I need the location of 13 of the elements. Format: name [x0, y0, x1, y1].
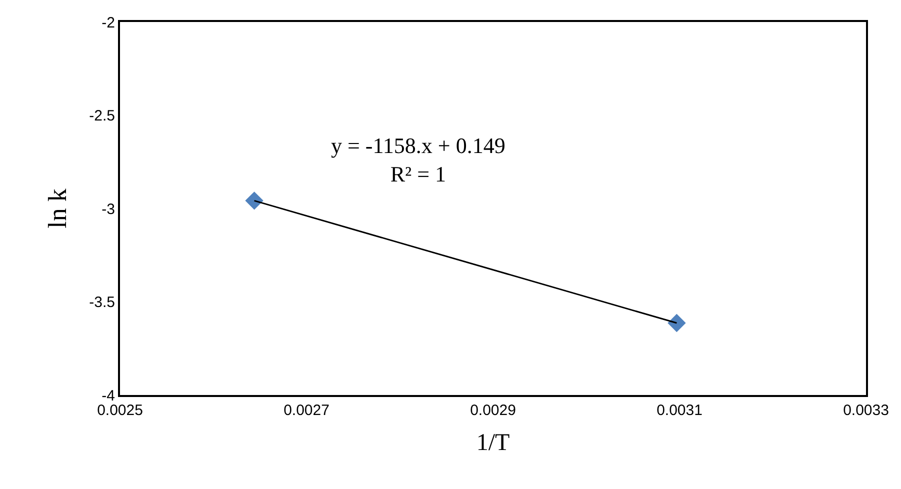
y-tick-label: -4: [102, 387, 115, 404]
x-tick-label: 0.0025: [97, 402, 143, 419]
y-tick-label: -2.5: [89, 108, 115, 124]
x-axis-title: 1/T: [476, 430, 510, 456]
x-tick-label: 0.0029: [470, 402, 516, 419]
annotation: y = -1158.x + 0.149 R² = 1: [331, 133, 506, 187]
y-axis-title: ln k: [43, 188, 72, 228]
x-tick-label: 0.0027: [284, 402, 330, 419]
x-tick-label: 0.0031: [656, 402, 702, 419]
x-tick-label: 0.0033: [843, 402, 889, 419]
y-tick-label: -3: [102, 200, 115, 218]
y-tick-label: -3.5: [89, 294, 115, 311]
y-tick-label: -2: [102, 14, 115, 32]
